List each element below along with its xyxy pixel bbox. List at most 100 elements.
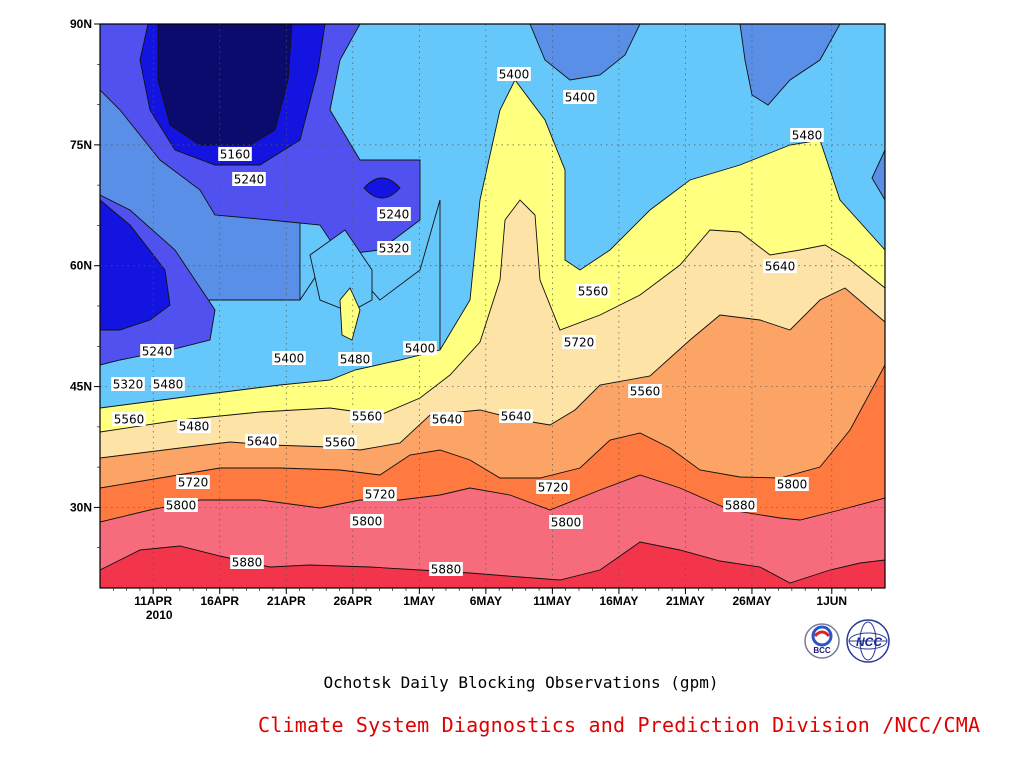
contour-label-box bbox=[403, 341, 437, 355]
contour-label: 5480 bbox=[179, 420, 210, 434]
contour-label-box bbox=[140, 344, 174, 358]
contour-fill-5240-5320 bbox=[739, 24, 841, 106]
x-tick-label: 1MAY bbox=[403, 594, 435, 608]
x-tick-label: 26APR bbox=[333, 594, 372, 608]
contour-label-box bbox=[245, 434, 279, 448]
contour-fill-5080-5080 bbox=[157, 24, 293, 146]
contour-label-box bbox=[628, 384, 662, 398]
bcc-logo-text: BCC bbox=[813, 646, 831, 655]
bcc-logo: BCC bbox=[804, 623, 840, 659]
y-tick-label: 90N bbox=[70, 17, 92, 31]
plot-area bbox=[100, 24, 885, 588]
contour-label-box bbox=[151, 377, 185, 391]
x-tick-label: 1JUN bbox=[816, 594, 847, 608]
x-tick-label: 21APR bbox=[267, 594, 306, 608]
contour-label: 5400 bbox=[499, 68, 530, 82]
contour-label-box bbox=[377, 241, 411, 255]
contour-label-box bbox=[350, 514, 384, 528]
contour-label: 5480 bbox=[153, 378, 184, 392]
contour-label: 5720 bbox=[538, 481, 569, 495]
contour-label: 5720 bbox=[178, 476, 209, 490]
contour-label-box bbox=[164, 498, 198, 512]
credit-line: Climate System Diagnostics and Predictio… bbox=[258, 713, 981, 737]
contour-label: 5880 bbox=[232, 556, 263, 570]
x-tick-label: 11MAY bbox=[533, 594, 571, 608]
x-tick-label: 26MAY bbox=[732, 594, 771, 608]
contour-label-box bbox=[429, 562, 463, 576]
contour-label: 5320 bbox=[379, 242, 410, 256]
contour-fill-5240-5320 bbox=[871, 149, 885, 201]
contour-label: 5240 bbox=[379, 208, 410, 222]
contour-label-box bbox=[230, 555, 264, 569]
contour-label: 5560 bbox=[578, 285, 609, 299]
contour-label: 5880 bbox=[431, 563, 462, 577]
contour-label-box bbox=[377, 207, 411, 221]
contour-label: 5480 bbox=[792, 129, 823, 143]
contour-label-box bbox=[218, 147, 252, 161]
contour-label-box bbox=[549, 515, 583, 529]
contour-label-box bbox=[176, 475, 210, 489]
contour-label: 5640 bbox=[247, 435, 278, 449]
contour-label: 5160 bbox=[220, 148, 251, 162]
contour-label-box bbox=[232, 172, 266, 186]
contour-label: 5320 bbox=[113, 378, 144, 392]
contour-label-box bbox=[111, 377, 145, 391]
y-tick-label: 75N bbox=[70, 138, 92, 152]
contour-label: 5400 bbox=[274, 352, 305, 366]
contour-label-box bbox=[790, 128, 824, 142]
contour-fill-5080-5160 bbox=[363, 177, 401, 199]
contour-label: 5640 bbox=[432, 413, 463, 427]
chart-title: Ochotsk Daily Blocking Observations (gpm… bbox=[323, 673, 719, 692]
contour-label-box bbox=[272, 351, 306, 365]
contour-label-box bbox=[177, 419, 211, 433]
contour-label-box bbox=[763, 259, 797, 273]
contour-label: 5560 bbox=[114, 413, 145, 427]
contour-label-box bbox=[576, 284, 610, 298]
contour-label-box bbox=[430, 412, 464, 426]
contour-label: 5240 bbox=[234, 173, 265, 187]
contour-label: 5400 bbox=[565, 91, 596, 105]
contour-label-box bbox=[723, 498, 757, 512]
contour-label: 5560 bbox=[352, 410, 383, 424]
y-tick-label: 45N bbox=[70, 380, 92, 394]
contour-fill-5080-5160 bbox=[100, 199, 171, 331]
contour-label-box bbox=[350, 409, 384, 423]
contour-label-box bbox=[499, 409, 533, 423]
contour-label: 5800 bbox=[352, 515, 383, 529]
y-tick-label: 60N bbox=[70, 259, 92, 273]
contour-fill-5400-5480 bbox=[339, 287, 361, 341]
y-tick-label: 30N bbox=[70, 500, 92, 514]
contour-label-box bbox=[112, 412, 146, 426]
contour-label-box bbox=[775, 477, 809, 491]
contour-label: 5640 bbox=[765, 260, 796, 274]
contour-label-box bbox=[323, 435, 357, 449]
contour-label: 5720 bbox=[365, 488, 396, 502]
contour-label-box bbox=[563, 90, 597, 104]
contour-label: 5800 bbox=[777, 478, 808, 492]
ncc-logo: NCC bbox=[846, 619, 890, 663]
contour-label-box bbox=[338, 352, 372, 366]
contour-label: 5880 bbox=[725, 499, 756, 513]
x-tick-label: 11APR bbox=[134, 594, 172, 608]
x-tick-label: 6MAY bbox=[470, 594, 502, 608]
contour-fill-5320-5400 bbox=[309, 229, 373, 313]
contour-label: 5560 bbox=[325, 436, 356, 450]
contour-label: 5720 bbox=[564, 336, 595, 350]
x-tick-label: 16APR bbox=[200, 594, 239, 608]
contour-label: 5480 bbox=[340, 353, 371, 367]
contour-label: 5640 bbox=[501, 410, 532, 424]
contour-label: 5800 bbox=[551, 516, 582, 530]
contour-label-box bbox=[363, 487, 397, 501]
contour-fill-5240-5320 bbox=[529, 24, 641, 81]
ncc-logo-text: NCC bbox=[856, 635, 882, 649]
contour-label: 5240 bbox=[142, 345, 173, 359]
contour-label: 5400 bbox=[405, 342, 436, 356]
x-year-label: 2010 bbox=[146, 608, 173, 622]
x-tick-label: 16MAY bbox=[599, 594, 638, 608]
contour-label-box bbox=[562, 335, 596, 349]
contour-label-box bbox=[536, 480, 570, 494]
contour-label-box bbox=[497, 67, 531, 81]
contour-label: 5560 bbox=[630, 385, 661, 399]
x-tick-label: 21MAY bbox=[666, 594, 705, 608]
